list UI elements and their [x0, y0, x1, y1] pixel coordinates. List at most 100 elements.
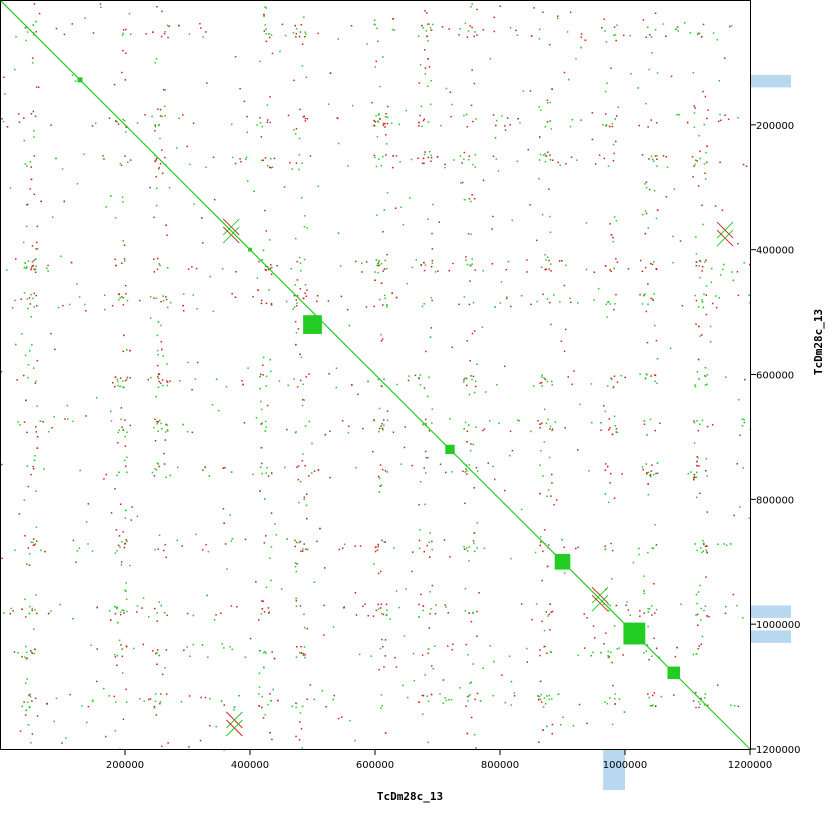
repeat-dot [544, 703, 547, 705]
repeat-dot [656, 72, 659, 74]
repeat-dot [472, 611, 474, 614]
repeat-dot [33, 652, 36, 655]
repeat-dot [96, 648, 98, 650]
repeat-dot [309, 684, 312, 686]
repeat-dot [557, 693, 560, 695]
repeat-dot [474, 166, 477, 168]
repeat-dot [422, 694, 425, 697]
repeat-dot [641, 213, 644, 216]
repeat-dot [383, 419, 385, 421]
repeat-dot [230, 605, 233, 607]
repeat-dot [31, 609, 33, 612]
repeat-dot [264, 24, 266, 26]
repeat-dot [158, 263, 160, 265]
repeat-dot [451, 346, 453, 349]
repeat-dot [440, 125, 442, 127]
repeat-dot [550, 270, 552, 272]
repeat-dot [234, 162, 237, 165]
repeat-dot [335, 386, 337, 389]
repeat-dot [549, 425, 552, 428]
repeat-dot [656, 158, 658, 160]
repeat-dot [470, 233, 472, 235]
repeat-dot [643, 294, 645, 297]
repeat-dot [153, 297, 155, 299]
repeat-dot [268, 612, 270, 614]
repeat-dot [153, 258, 155, 260]
repeat-dot [156, 612, 158, 614]
repeat-dot [33, 628, 35, 630]
repeat-dot [275, 534, 278, 536]
repeat-dot [36, 612, 38, 615]
repeat-dot [479, 700, 482, 702]
repeat-dot [164, 105, 166, 107]
repeat-dot [537, 695, 539, 697]
repeat-dot [373, 563, 375, 565]
repeat-dot [92, 32, 95, 34]
repeat-dot [704, 172, 706, 174]
repeat-dot [372, 615, 375, 617]
repeat-dot [551, 384, 553, 386]
repeat-dot [304, 31, 306, 33]
repeat-dot [496, 384, 498, 386]
repeat-dot [278, 380, 281, 382]
repeat-dot [162, 384, 164, 387]
repeat-dot [30, 267, 33, 269]
repeat-dot [645, 186, 648, 189]
repeat-dot [658, 656, 660, 658]
repeat-dot [166, 363, 168, 365]
repeat-dot [149, 186, 151, 189]
repeat-dot [380, 570, 382, 573]
repeat-dot [114, 612, 117, 615]
repeat-dot [218, 409, 220, 412]
repeat-dot [122, 49, 124, 52]
repeat-dot [430, 608, 432, 610]
repeat-dot [159, 163, 162, 165]
repeat-dot [548, 456, 551, 459]
repeat-dot [692, 72, 695, 74]
repeat-dot [376, 27, 378, 30]
repeat-dot [608, 125, 611, 128]
repeat-dot [299, 31, 302, 33]
repeat-dot [706, 704, 709, 707]
repeat-dot [25, 399, 27, 402]
repeat-dot [153, 426, 155, 429]
repeat-dot [241, 380, 243, 382]
repeat-dot [393, 29, 395, 31]
repeat-dot [159, 137, 161, 140]
repeat-dot [303, 498, 305, 500]
repeat-dot [31, 265, 33, 267]
repeat-dot [32, 544, 35, 547]
repeat-dot [695, 236, 697, 238]
repeat-dot [153, 475, 156, 477]
repeat-dot [381, 705, 383, 707]
repeat-dot [463, 546, 465, 548]
repeat-dot [245, 158, 247, 160]
repeat-dot [337, 117, 339, 120]
repeat-dot [332, 698, 334, 701]
repeat-dot [419, 114, 421, 117]
repeat-dot [694, 159, 697, 161]
repeat-dot [553, 294, 555, 296]
repeat-dot [115, 606, 117, 609]
repeat-dot [125, 293, 127, 295]
repeat-dot [695, 691, 697, 694]
repeat-dot [546, 99, 549, 101]
repeat-dot [491, 263, 494, 265]
repeat-dot [25, 39, 27, 42]
repeat-dot [639, 294, 641, 296]
repeat-dot [612, 385, 615, 388]
repeat-dot [168, 25, 170, 27]
y-tick-label: 600000 [756, 371, 794, 382]
repeat-dot [704, 693, 706, 695]
repeat-dot [492, 465, 494, 468]
background-dots [0, 3, 752, 751]
repeat-dot [731, 25, 733, 27]
repeat-dot [649, 476, 652, 478]
repeat-dot [650, 262, 652, 265]
repeat-dot [702, 23, 705, 26]
repeat-dot [163, 463, 166, 465]
repeat-dot [303, 613, 305, 616]
repeat-dot [471, 26, 473, 29]
repeat-dot [35, 294, 37, 297]
repeat-dot [313, 698, 315, 701]
